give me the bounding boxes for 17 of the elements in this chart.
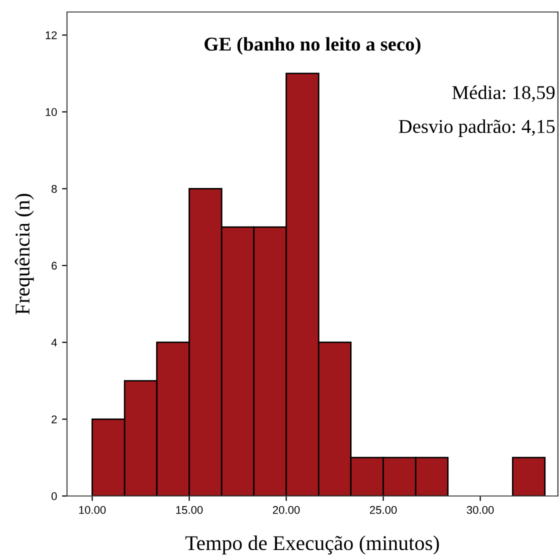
y-tick-label: 6 [52, 262, 57, 270]
y-tick-label: 0 [52, 492, 57, 500]
y-tick-label: 2 [52, 415, 57, 424]
annotation: Desvio padrão: 4,15 [398, 119, 555, 137]
x-tick-label: 30.00 [466, 506, 494, 514]
x-tick-label: 15.00 [176, 506, 203, 514]
annotation: Média: 18,59 [452, 85, 555, 102]
y-axis-title: Frequência (n) [14, 194, 34, 314]
x-axis-title: Tempo de Execução (minutos) [185, 536, 439, 554]
y-tick-label: 10 [46, 108, 57, 116]
x-tick-label: 25.00 [370, 506, 397, 514]
x-tick-label: 10.00 [79, 506, 106, 514]
y-tick-label: 8 [52, 184, 57, 193]
x-tick-label: 20.00 [272, 506, 300, 514]
y-tick-label: 12 [46, 31, 57, 40]
text: GE (banho no leito a seco) [204, 37, 420, 55]
y-tick-label: 4 [51, 338, 57, 346]
